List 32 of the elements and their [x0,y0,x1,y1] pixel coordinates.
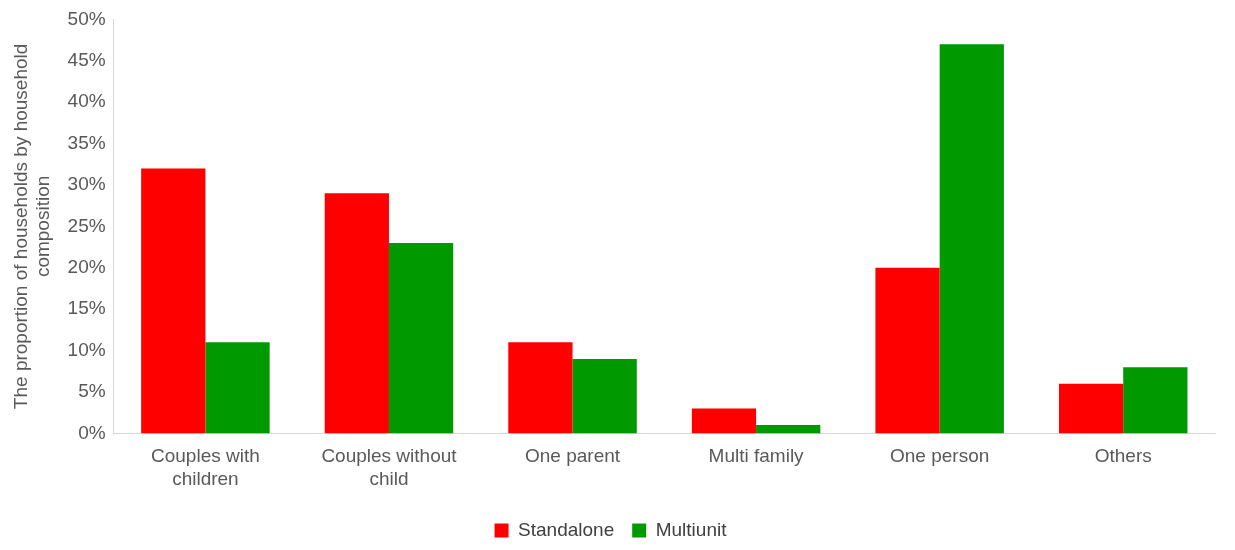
legend-label: Multiunit [655,518,728,540]
bar [939,44,1004,434]
bar [875,267,940,434]
y-tick-label: 25% [67,214,106,236]
bar [205,342,270,434]
x-tick-label: One parent [524,445,621,467]
y-tick-label: 50% [67,7,106,29]
y-tick-label: 40% [67,90,106,112]
legend-label: Standalone [518,518,615,540]
y-tick-label: 10% [67,338,106,360]
bar [756,425,821,434]
y-tick-label: 30% [67,173,106,195]
bar [388,242,454,434]
x-tick-label: Couples without child [321,445,458,489]
bar [141,168,206,434]
x-tick-label: Others [1094,445,1152,467]
x-tick-label: Couples with children [151,445,260,489]
bar [1058,383,1124,434]
x-tick-label: One person [890,445,990,467]
y-tick-label: 45% [67,49,106,71]
bar [324,193,389,434]
y-tick-label: 20% [67,256,106,278]
y-tick-label: 15% [67,297,106,319]
bar [1123,367,1188,434]
bar [508,342,573,434]
bar [691,408,757,434]
bar [572,358,637,434]
y-tick-label: 0% [78,421,106,443]
y-tick-label: 5% [78,380,106,402]
y-axis-title: The proportion of households by household composition [9,43,54,410]
x-tick-label: Multi family [708,445,805,467]
y-tick-label: 35% [67,131,106,153]
